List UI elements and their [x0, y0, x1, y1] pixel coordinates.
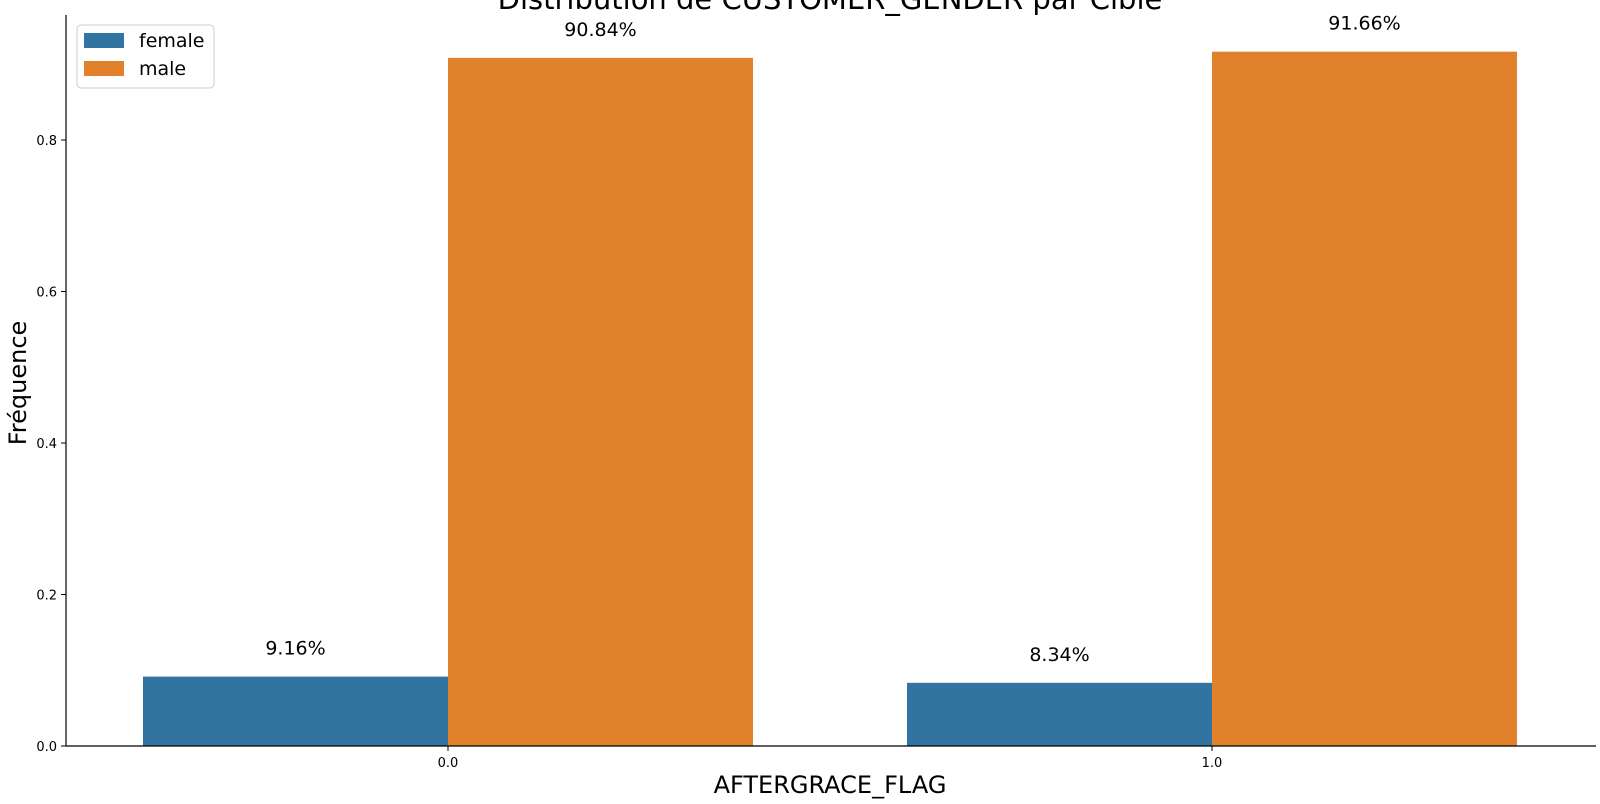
legend-label-male: male — [139, 58, 186, 80]
y-tick-label: 0.6 — [36, 285, 57, 300]
chart-title: Distribution de CUSTOMER_GENDER par Cibl… — [498, 0, 1163, 16]
y-tick-label: 0.0 — [36, 740, 57, 755]
bar-male-1.0 — [1212, 51, 1517, 746]
legend-swatch-female — [84, 33, 124, 48]
legend-label-female: female — [139, 30, 205, 52]
bar-female-1.0 — [907, 682, 1212, 746]
bar-male-0.0 — [448, 57, 753, 746]
data-label-male-1.0: 91.66% — [1328, 13, 1400, 35]
y-tick-label: 0.8 — [36, 134, 57, 149]
y-tick-label: 0.2 — [36, 588, 57, 603]
data-label-male-0.0: 90.84% — [564, 19, 636, 41]
data-label-female-1.0: 8.34% — [1029, 644, 1089, 666]
x-axis-title: AFTERGRACE_FLAG — [714, 771, 947, 799]
data-label-female-0.0: 9.16% — [265, 638, 325, 660]
plot-area: 9.16% 8.34% 90.84% 91.66% — [143, 13, 1517, 746]
y-axis-ticks: 0.0 0.2 0.4 0.6 0.8 — [36, 134, 66, 755]
legend-swatch-male — [84, 61, 124, 76]
x-tick-label: 1.0 — [1202, 756, 1223, 771]
bar-female-0.0 — [143, 676, 448, 746]
y-axis-title: Fréquence — [4, 321, 32, 446]
y-tick-label: 0.4 — [36, 437, 57, 452]
x-tick-label: 0.0 — [438, 756, 459, 771]
legend: female male — [76, 24, 215, 89]
x-axis-ticks: 0.0 1.0 — [438, 746, 1223, 771]
